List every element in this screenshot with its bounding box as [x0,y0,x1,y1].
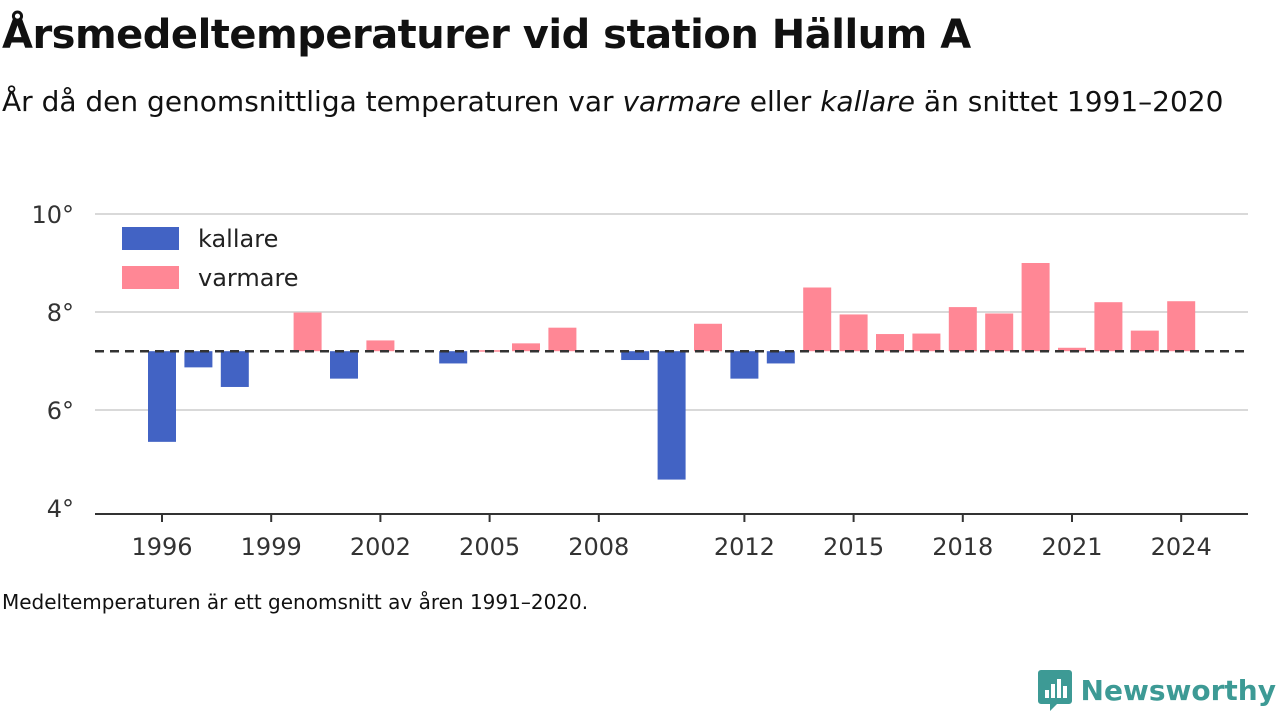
legend-swatch-kallare [122,227,179,250]
x-tick-label: 2002 [350,533,411,561]
x-tick-label: 1999 [241,533,302,561]
bar-2015 [839,314,868,352]
bar-2019 [985,313,1014,352]
chart-subtitle: År då den genomsnittliga temperaturen va… [2,80,1242,124]
x-tick-label: 2008 [568,533,629,561]
bar-2020 [1021,263,1050,352]
bar-2022 [1094,302,1123,352]
bar-2012 [730,351,759,379]
brand-logo: Newsworthy [1037,668,1276,712]
bar-2017 [912,333,941,352]
chart-title: Årsmedeltemperaturer vid station Hällum … [2,12,971,58]
bar-2016 [876,334,904,352]
x-tick-label: 2015 [823,533,884,561]
bar-2011 [694,323,722,352]
bar-2006 [512,343,540,352]
brand-name: Newsworthy [1080,673,1276,707]
x-tick-label: 2012 [714,533,775,561]
bar-2014 [803,287,832,352]
subtitle-cold-word: kallare [820,85,916,118]
subtitle-text-start: År då den genomsnittliga temperaturen va… [2,85,623,118]
y-tick-label: 6° [47,397,74,425]
bar-2010 [657,351,686,480]
y-tick-label: 8° [47,299,74,327]
legend-label-varmare: varmare [198,264,299,292]
bar-2002 [366,340,395,352]
x-tick-label: 1996 [131,533,192,561]
bar-2004 [439,351,468,364]
bar-2018 [948,307,977,352]
bar-2007 [548,327,577,352]
temperature-bar-chart: 4° 6° 8° 10° 1996 1999 2002 2005 2008 2012 2015 201… [31,201,1248,561]
newsworthy-logo-icon [1037,670,1072,711]
bar-1997 [184,351,213,368]
y-tick-label: 10° [31,201,74,229]
legend-swatch-varmare [122,266,179,289]
bar-2001 [330,351,358,379]
bar-2009 [621,351,650,361]
subtitle-text-mid: eller [740,85,821,118]
x-tick-label: 2021 [1041,533,1102,561]
bar-2021 [1058,347,1086,352]
bar-2013 [766,351,795,364]
x-tick-label: 2024 [1151,533,1212,561]
bar-2024 [1167,301,1196,352]
bar-2000 [293,312,322,352]
chart-footnote: Medeltemperaturen är ett genomsnitt av å… [2,590,589,614]
bar-1998 [220,351,249,387]
subtitle-warm-word: varmare [622,85,741,118]
x-tick-label: 2005 [459,533,520,561]
bar-1996 [148,351,176,442]
legend-label-kallare: kallare [198,225,278,253]
bar-2023 [1130,330,1159,352]
subtitle-text-end: än snittet 1991–2020 [915,85,1224,118]
x-tick-label: 2018 [932,533,993,561]
y-tick-label: 4° [47,495,74,523]
